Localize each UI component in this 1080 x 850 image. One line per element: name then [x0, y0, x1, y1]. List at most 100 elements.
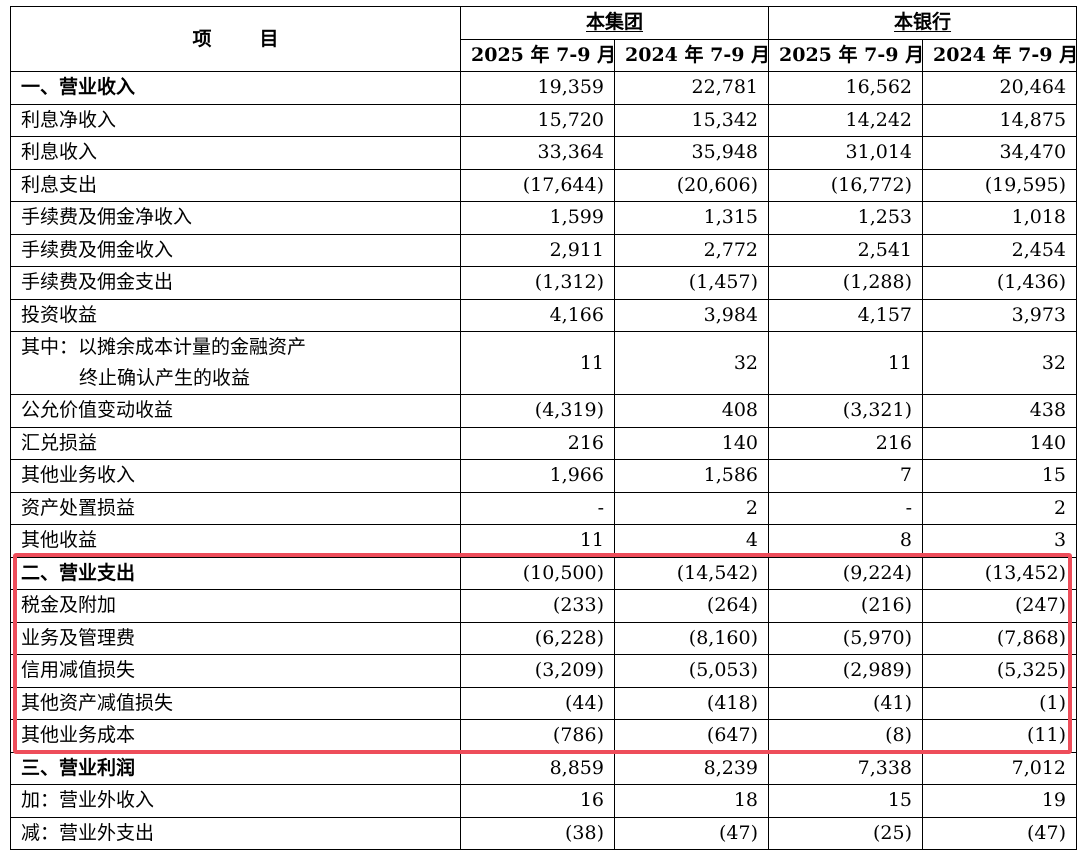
row-value: (786) — [460, 719, 615, 753]
table-row: 加：营业外收入 16 18 15 19 — [10, 784, 1078, 818]
row-label: 其他收益 — [10, 524, 461, 558]
row-value: 1,315 — [613, 201, 770, 235]
row-value: (38) — [460, 816, 615, 850]
row-label: 三、营业利润 — [10, 751, 461, 785]
row-value: - — [768, 491, 924, 525]
row-value: (10,500) — [460, 556, 615, 590]
column-header-period: 2024 年 7-9 月 — [922, 38, 1078, 72]
column-header-item: 项目 — [10, 6, 461, 72]
row-value: (6,228) — [460, 621, 615, 655]
table-row: 税金及附加 (233) (264) (216) (247) — [10, 589, 1078, 623]
row-value: (1) — [922, 686, 1078, 720]
table-row: 其他资产减值损失 (44) (418) (41) (1) — [10, 686, 1078, 720]
table-row: 手续费及佣金收入 2,911 2,772 2,541 2,454 — [10, 233, 1078, 267]
row-value: 2 — [613, 491, 770, 525]
row-value: (264) — [613, 589, 770, 623]
row-value: 140 — [922, 426, 1078, 460]
column-header-period: 2024 年 7-9 月 — [613, 38, 770, 72]
row-value: (4,319) — [460, 394, 615, 428]
row-value: (14,542) — [613, 556, 770, 590]
row-value: (8) — [768, 719, 924, 753]
row-value: 34,470 — [922, 136, 1078, 170]
table-row: 减：营业外支出 (38) (47) (25) (47) — [10, 816, 1078, 850]
row-value: 19 — [922, 784, 1078, 818]
table-row: 其中：以摊余成本计量的金融资产 终止确认产生的收益 11 32 11 32 — [10, 331, 1078, 395]
row-value: (1,457) — [613, 266, 770, 300]
row-value: 15 — [768, 784, 924, 818]
table-row: 信用减值损失 (3,209) (5,053) (2,989) (5,325) — [10, 654, 1078, 688]
row-value: (19,595) — [922, 168, 1078, 202]
table-row: 二、营业支出 (10,500) (14,542) (9,224) (13,452) — [10, 556, 1078, 590]
row-value: 11 — [768, 331, 924, 395]
row-value: 7 — [768, 459, 924, 493]
row-value: 2,541 — [768, 233, 924, 267]
row-value: (20,606) — [613, 168, 770, 202]
row-label: 其他业务收入 — [10, 459, 461, 493]
row-label: 信用减值损失 — [10, 654, 461, 688]
header-row-groups: 项目 本集团 本银行 — [10, 6, 1078, 72]
row-value: 14,875 — [922, 103, 1078, 137]
table-row: 手续费及佣金净收入 1,599 1,315 1,253 1,018 — [10, 201, 1078, 235]
row-value: (647) — [613, 719, 770, 753]
row-label: 税金及附加 — [10, 589, 461, 623]
row-value: (17,644) — [460, 168, 615, 202]
table-row: 其他业务成本 (786) (647) (8) (11) — [10, 719, 1078, 753]
row-value: 408 — [613, 394, 770, 428]
row-value: 3,973 — [922, 298, 1078, 332]
row-value: (13,452) — [922, 556, 1078, 590]
row-value: 11 — [460, 524, 615, 558]
table-row: 一、营业收入 19,359 22,781 16,562 20,464 — [10, 71, 1078, 105]
row-value: 3,984 — [613, 298, 770, 332]
row-value: (16,772) — [768, 168, 924, 202]
row-label: 公允价值变动收益 — [10, 394, 461, 428]
row-value: (5,053) — [613, 654, 770, 688]
row-value: 16 — [460, 784, 615, 818]
row-value: (5,970) — [768, 621, 924, 655]
row-label: 资产处置损益 — [10, 491, 461, 525]
row-label: 利息支出 — [10, 168, 461, 202]
row-value: (1,436) — [922, 266, 1078, 300]
row-label: 其他业务成本 — [10, 719, 461, 753]
row-value: - — [460, 491, 615, 525]
column-group-bank: 本银行 — [768, 6, 1078, 40]
header-row-periods: 2025 年 7-9 月 2024 年 7-9 月 2025 年 7-9 月 2… — [11, 38, 1078, 72]
row-value: 438 — [922, 394, 1078, 428]
row-value: (1,312) — [460, 266, 615, 300]
row-value: 22,781 — [613, 71, 770, 105]
row-value: 3 — [922, 524, 1078, 558]
row-value: (11) — [922, 719, 1078, 753]
row-label: 手续费及佣金净收入 — [10, 201, 461, 235]
row-value: (7,868) — [922, 621, 1078, 655]
row-value: (216) — [768, 589, 924, 623]
row-value: 1,253 — [768, 201, 924, 235]
row-label: 其他资产减值损失 — [10, 686, 461, 720]
table-row: 其他业务收入 1,966 1,586 7 15 — [10, 459, 1078, 493]
row-value: (3,209) — [460, 654, 615, 688]
row-value: 4 — [613, 524, 770, 558]
row-value: (5,325) — [922, 654, 1078, 688]
row-value: 14,242 — [768, 103, 924, 137]
row-value: 7,338 — [768, 751, 924, 785]
row-value: 20,464 — [922, 71, 1078, 105]
row-label: 二、营业支出 — [10, 556, 461, 590]
column-header-period: 2025 年 7-9 月 — [460, 38, 615, 72]
row-label: 加：营业外收入 — [10, 784, 461, 818]
table-row: 利息净收入 15,720 15,342 14,242 14,875 — [10, 103, 1078, 137]
table-row: 汇兑损益 216 140 216 140 — [10, 426, 1078, 460]
row-value: 15,342 — [613, 103, 770, 137]
row-value: 8 — [768, 524, 924, 558]
row-value: 7,012 — [922, 751, 1078, 785]
row-value: 8,239 — [613, 751, 770, 785]
table-row: 手续费及佣金支出 (1,312) (1,457) (1,288) (1,436) — [10, 266, 1078, 300]
row-label: 利息净收入 — [10, 103, 461, 137]
row-label: 手续费及佣金收入 — [10, 233, 461, 267]
row-label: 其中：以摊余成本计量的金融资产 终止确认产生的收益 — [10, 331, 461, 395]
row-value: 32 — [613, 331, 770, 395]
row-value: 18 — [613, 784, 770, 818]
table-row: 三、营业利润 8,859 8,239 7,338 7,012 — [10, 751, 1078, 785]
table-row: 业务及管理费 (6,228) (8,160) (5,970) (7,868) — [10, 621, 1078, 655]
row-value: 15 — [922, 459, 1078, 493]
income-statement: 项目 本集团 本银行 2025 年 7-9 月 2024 年 7-9 月 202… — [10, 6, 1078, 850]
row-label: 一、营业收入 — [10, 71, 461, 105]
table-row: 利息收入 33,364 35,948 31,014 34,470 — [10, 136, 1078, 170]
